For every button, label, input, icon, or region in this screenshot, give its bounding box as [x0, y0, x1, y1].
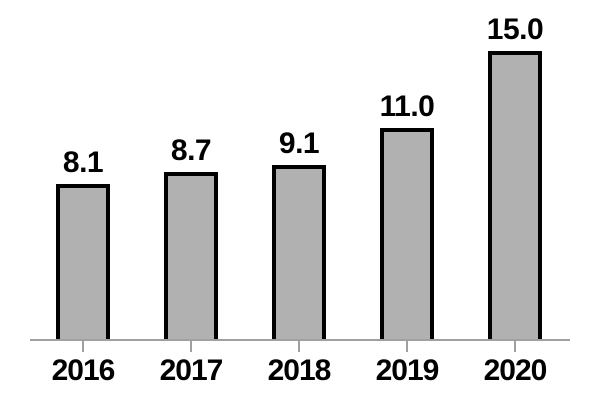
x-axis-tick [82, 341, 84, 352]
x-axis-tick [190, 341, 192, 352]
bar-2018 [272, 165, 326, 340]
x-axis-label: 2019 [375, 354, 440, 387]
x-axis-tick [298, 341, 300, 352]
bar-value-label: 8.1 [62, 146, 104, 179]
x-axis-label: 2017 [159, 354, 224, 387]
x-axis-label: 2020 [483, 354, 548, 387]
x-axis-label: 2016 [51, 354, 116, 387]
bar-value-label: 9.1 [278, 127, 320, 160]
bar-value-label: 11.0 [379, 90, 435, 123]
bar-2017 [164, 172, 218, 340]
bar-2019 [380, 128, 434, 340]
x-axis-line [30, 339, 570, 341]
bar-value-label: 15.0 [486, 13, 544, 46]
bar-2020 [488, 51, 542, 340]
x-axis-tick [406, 341, 408, 352]
x-axis-label: 2018 [267, 354, 332, 387]
x-axis-tick [514, 341, 516, 352]
bar-value-label: 8.7 [170, 134, 212, 167]
bar-2016 [56, 184, 110, 340]
